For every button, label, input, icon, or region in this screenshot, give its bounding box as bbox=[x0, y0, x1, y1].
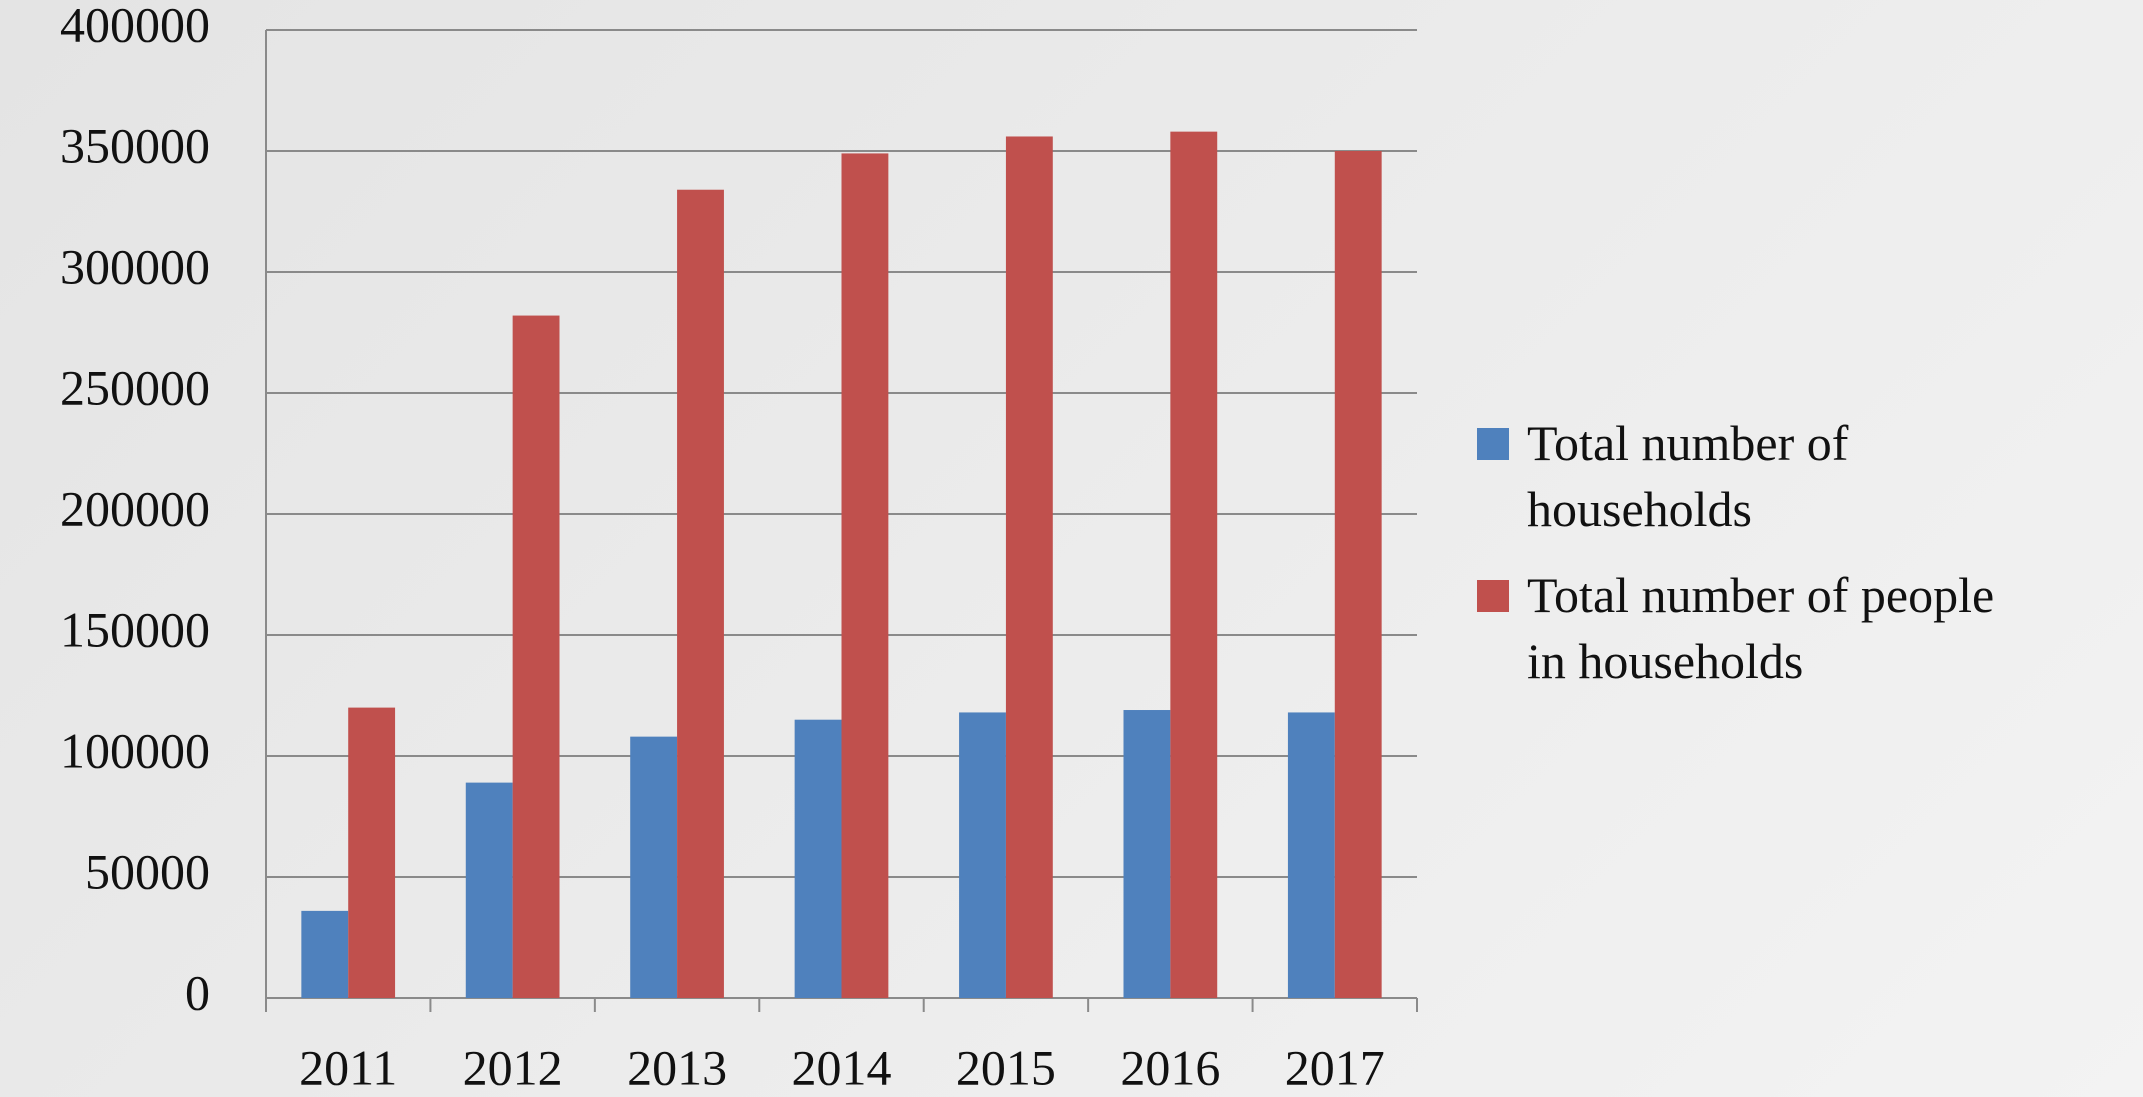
legend: Total number of households Total number o… bbox=[1477, 410, 2037, 714]
bar bbox=[1005, 136, 1053, 999]
x-tick-label: 2017 bbox=[1285, 1039, 1385, 1095]
x-tick-label: 2013 bbox=[627, 1039, 727, 1095]
y-tick-label: 300000 bbox=[60, 238, 210, 294]
legend-entry: Total number of households bbox=[1477, 410, 2037, 542]
y-tick-label: 400000 bbox=[60, 0, 210, 52]
y-tick-label: 200000 bbox=[60, 480, 210, 536]
x-tick-label: 2012 bbox=[463, 1039, 563, 1095]
bar bbox=[1334, 151, 1382, 998]
y-tick-label: 50000 bbox=[85, 843, 210, 899]
bar bbox=[301, 910, 349, 998]
bar bbox=[1123, 710, 1171, 998]
y-tick-label: 250000 bbox=[60, 359, 210, 415]
y-tick-label: 0 bbox=[185, 964, 210, 1020]
bar bbox=[677, 189, 724, 999]
x-tick-label: 2015 bbox=[956, 1039, 1056, 1095]
legend-entry: Total number of people in households bbox=[1477, 562, 2037, 694]
x-tick-label: 2014 bbox=[792, 1039, 892, 1095]
bar bbox=[465, 782, 513, 998]
y-tick-label: 350000 bbox=[60, 117, 210, 173]
x-tick-label: 2011 bbox=[299, 1039, 397, 1095]
legend-label: Total number of people in households bbox=[1527, 567, 1995, 689]
bar bbox=[794, 719, 842, 998]
y-tick-label: 100000 bbox=[60, 722, 210, 778]
bar bbox=[512, 315, 560, 998]
bar bbox=[1287, 712, 1335, 998]
legend-label: Total number of households bbox=[1527, 415, 1849, 537]
legend-swatch bbox=[1477, 580, 1509, 612]
bar bbox=[841, 153, 889, 999]
legend-swatch bbox=[1477, 428, 1509, 460]
bar bbox=[959, 712, 1006, 998]
y-tick-label: 150000 bbox=[60, 601, 210, 657]
bar bbox=[348, 707, 396, 998]
x-tick-label: 2016 bbox=[1120, 1039, 1220, 1095]
bar bbox=[1170, 131, 1218, 998]
bar bbox=[630, 736, 678, 998]
